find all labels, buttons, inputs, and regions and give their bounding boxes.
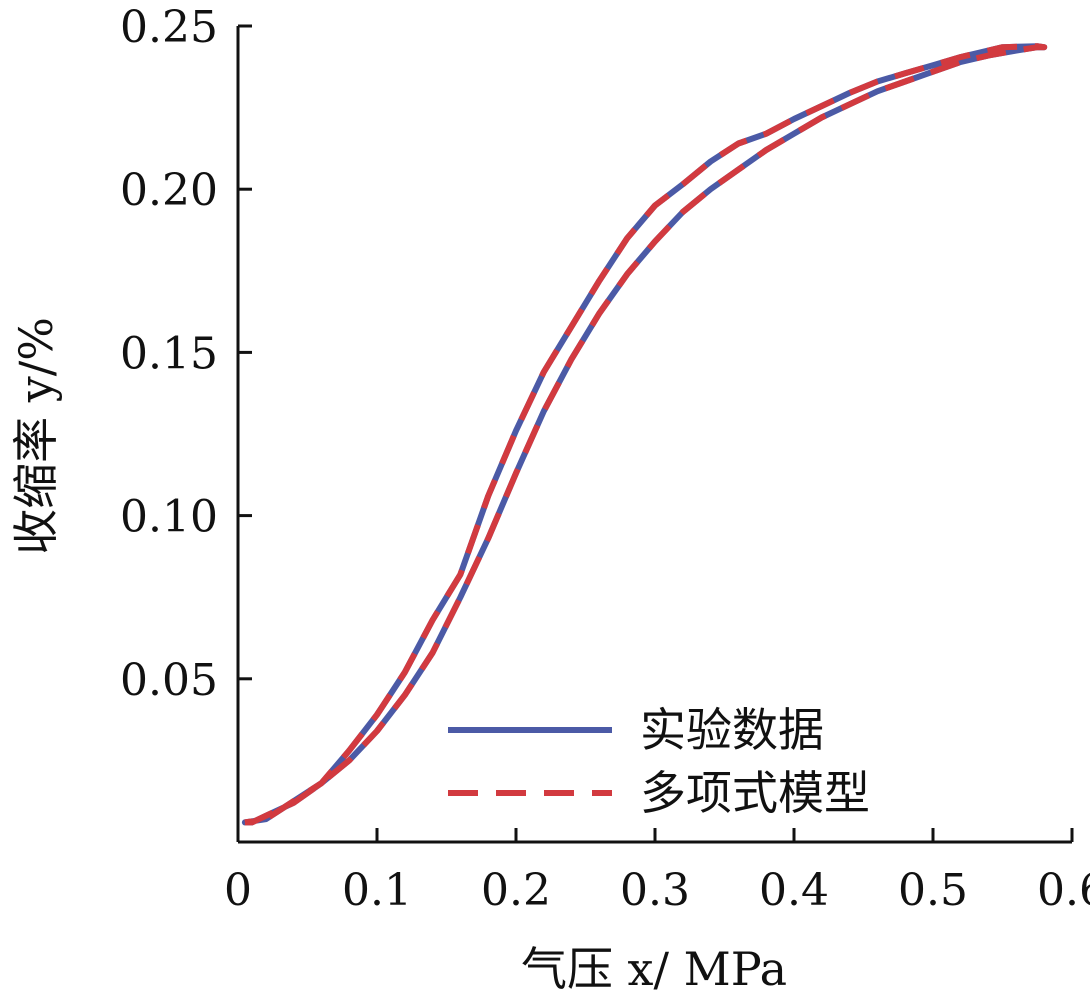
legend-label-experimental: 实验数据 <box>640 703 824 757</box>
y-tick-label: 0.25 <box>120 2 218 53</box>
y-tick-label: 0.05 <box>120 655 218 706</box>
y-tick-label: 0.15 <box>120 328 218 379</box>
ticks: 0 0.1 0.2 0.3 0.4 0.5 0.6 0.05 0.10 0.15 0.20 0.25 <box>120 2 1090 916</box>
y-axis-title: 收缩率 y/% <box>9 317 63 555</box>
x-tick-label: 0.6 <box>1037 865 1090 916</box>
y-tick-label: 0.20 <box>120 165 218 216</box>
y-tick-label: 0.10 <box>120 492 218 543</box>
legend: 实验数据 多项式模型 <box>448 703 870 820</box>
series-line-polynomial <box>244 43 1048 826</box>
x-axis-title: 气压 x/ MPa <box>521 942 787 996</box>
x-tick-label: 0.2 <box>481 865 551 916</box>
x-tick-label: 0.5 <box>898 865 968 916</box>
x-tick-label: 0.1 <box>342 865 412 916</box>
series-layer <box>241 43 1048 826</box>
x-tick-label: 0.4 <box>759 865 829 916</box>
legend-label-polynomial: 多项式模型 <box>640 766 870 820</box>
x-tick-label: 0 <box>224 865 252 916</box>
x-tick-label: 0.3 <box>620 865 690 916</box>
